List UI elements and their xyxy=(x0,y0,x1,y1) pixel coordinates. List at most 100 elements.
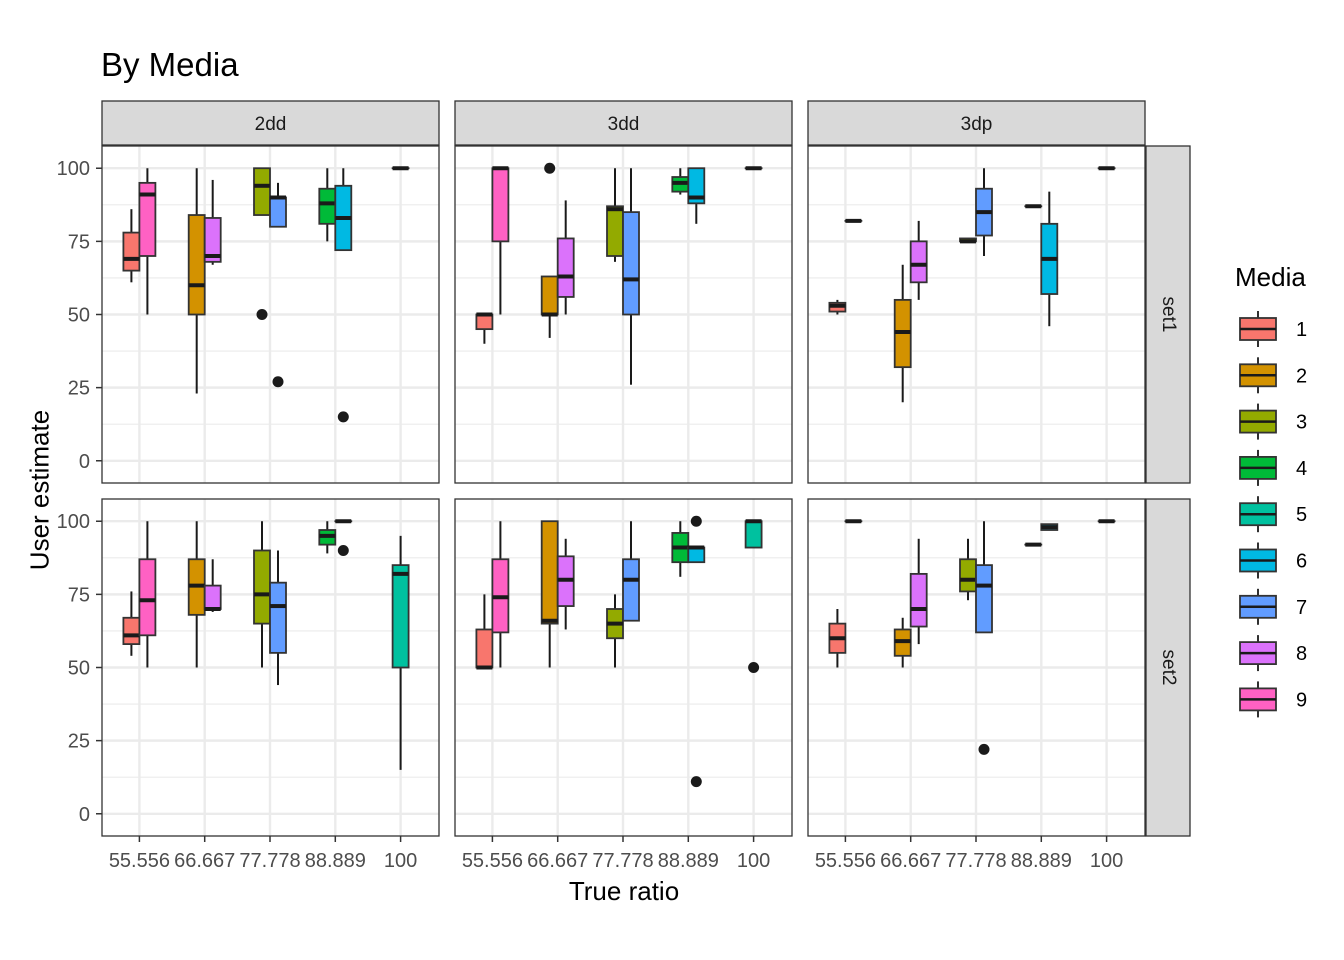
box-media-7 xyxy=(622,521,640,622)
y-tick-label: 0 xyxy=(79,804,90,826)
legend-label: 1 xyxy=(1296,319,1307,341)
box-body xyxy=(475,313,494,331)
legend-label: 8 xyxy=(1296,643,1307,665)
box-media-2 xyxy=(540,520,559,668)
legend-label: 6 xyxy=(1296,551,1307,573)
y-tick-label: 100 xyxy=(57,158,90,180)
y-tick-label: 75 xyxy=(68,231,90,253)
outlier-point xyxy=(337,411,349,423)
box-body xyxy=(540,275,559,316)
box-media-6 xyxy=(1040,523,1059,531)
facet-strip-3dd xyxy=(454,100,793,146)
legend-label: 7 xyxy=(1296,597,1307,619)
box-media-3 xyxy=(253,521,271,668)
facet-strip-label: set1 xyxy=(1158,297,1179,333)
facet-strip-set2 xyxy=(1145,498,1191,837)
outlier-point xyxy=(272,376,284,388)
legend-label: 3 xyxy=(1296,412,1307,434)
box-body xyxy=(318,187,337,225)
legend-label: 4 xyxy=(1296,458,1307,480)
box-body xyxy=(909,572,928,628)
box-body xyxy=(138,181,157,257)
y-tick-label: 100 xyxy=(57,511,90,533)
box-body xyxy=(909,240,928,284)
panel-border xyxy=(807,145,1146,484)
box-body xyxy=(556,237,575,298)
box-body xyxy=(622,211,640,316)
facet-strip-3dp xyxy=(807,100,1146,146)
outlier-point xyxy=(337,544,349,556)
box-media-8 xyxy=(909,538,928,645)
box-media-1 xyxy=(828,608,847,668)
x-tick-label: 66.667 xyxy=(527,850,588,872)
box-body xyxy=(253,167,271,216)
facet-strip-set1 xyxy=(1145,145,1191,484)
box-media-1 xyxy=(475,594,494,670)
box-media-3 xyxy=(606,594,624,668)
x-tick-label: 88.889 xyxy=(658,850,719,872)
x-tick-label: 77.778 xyxy=(945,850,1006,872)
box-media-5 xyxy=(391,535,410,770)
box-body xyxy=(687,167,706,205)
box-body xyxy=(203,584,222,610)
outlier-point xyxy=(256,309,268,320)
box-body xyxy=(391,564,410,669)
box-media-2 xyxy=(893,264,912,403)
y-tick-label: 25 xyxy=(68,731,90,753)
box-media-1 xyxy=(828,299,847,315)
box-media-9 xyxy=(138,168,157,315)
x-tick-label: 100 xyxy=(1090,850,1123,872)
y-tick-label: 0 xyxy=(79,451,90,473)
box-body xyxy=(744,520,763,549)
box-body xyxy=(187,214,206,316)
facet-strip-2dd xyxy=(101,100,440,146)
x-tick-label: 77.778 xyxy=(592,850,653,872)
box-body xyxy=(138,558,157,637)
x-tick-label: 88.889 xyxy=(1011,850,1072,872)
box-media-9 xyxy=(491,166,510,315)
x-tick-label: 77.778 xyxy=(239,850,300,872)
legend-item-1: 1 xyxy=(1239,311,1307,347)
legend-item-7: 7 xyxy=(1239,588,1307,625)
x-tick-label: 100 xyxy=(737,850,770,872)
legend-label: 5 xyxy=(1296,504,1307,526)
box-body xyxy=(687,546,706,564)
box-media-7 xyxy=(269,182,287,388)
x-tick-label: 55.556 xyxy=(109,850,170,872)
box-body xyxy=(203,217,222,263)
box-body xyxy=(491,167,510,243)
box-media-7 xyxy=(622,168,640,385)
legend-item-5: 5 xyxy=(1239,496,1307,533)
x-tick-label: 55.556 xyxy=(462,850,523,872)
legend-item-3: 3 xyxy=(1239,403,1307,440)
box-media-3 xyxy=(253,167,271,320)
box-media-8 xyxy=(203,559,222,612)
box-body xyxy=(475,628,494,669)
legend-item-6: 6 xyxy=(1239,542,1307,579)
box-media-6 xyxy=(687,515,706,788)
y-tick-label: 25 xyxy=(68,378,90,400)
box-media-7 xyxy=(269,550,287,686)
legend-item-2: 2 xyxy=(1239,357,1307,394)
box-media-8 xyxy=(556,200,575,315)
box-media-7 xyxy=(975,168,993,256)
legend-label: 2 xyxy=(1296,365,1307,387)
box-media-9 xyxy=(491,521,510,668)
box-media-8 xyxy=(909,220,928,300)
chart-title: By Media xyxy=(101,46,239,83)
x-tick-label: 88.889 xyxy=(305,850,366,872)
box-media-1 xyxy=(122,209,141,283)
box-body xyxy=(269,581,287,654)
box-media-1 xyxy=(475,312,494,344)
box-media-6 xyxy=(334,168,353,423)
box-media-2 xyxy=(187,521,206,668)
facet-strip-label: 3dd xyxy=(608,114,640,135)
outlier-point xyxy=(748,662,760,673)
y-tick-label: 75 xyxy=(68,584,90,606)
box-media-8 xyxy=(556,538,575,630)
box-media-5 xyxy=(744,519,763,673)
x-tick-label: 100 xyxy=(384,850,417,872)
x-tick-label: 55.556 xyxy=(815,850,876,872)
facet-strip-label: 2dd xyxy=(255,114,287,135)
